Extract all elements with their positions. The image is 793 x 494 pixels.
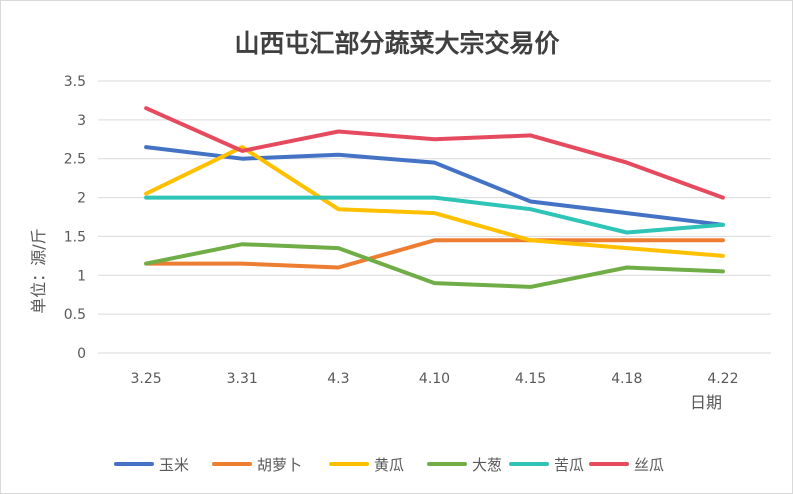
y-tick-label: 3 xyxy=(77,113,86,129)
legend-label: 苦瓜 xyxy=(554,456,584,474)
x-tick-label: 4.22 xyxy=(707,371,738,387)
series-line-胡萝卜 xyxy=(144,238,725,270)
legend-label: 胡萝卜 xyxy=(257,456,302,474)
y-tick-label: 0 xyxy=(77,346,86,362)
x-tick-label: 4.15 xyxy=(515,371,546,387)
x-axis-ticks: 3.25 3.31 4.3 4.10 4.15 4.18 4.22 xyxy=(130,371,738,387)
x-axis-title: 日期 xyxy=(690,393,722,412)
legend-label: 丝瓜 xyxy=(634,456,664,474)
series-line-苦瓜 xyxy=(144,195,725,235)
y-tick-label: 3.5 xyxy=(64,74,86,90)
legend: 玉米 胡萝卜 黄瓜 大葱 苦瓜 丝瓜 xyxy=(114,456,664,474)
y-tick-label: 2.5 xyxy=(64,152,86,168)
legend-label: 大葱 xyxy=(472,456,502,474)
series-line-玉米 xyxy=(144,145,725,227)
series-lines xyxy=(144,106,725,289)
y-axis-title: 单位：源/斤 xyxy=(29,228,48,313)
y-tick-label: 0.5 xyxy=(64,307,86,323)
x-tick-label: 4.18 xyxy=(611,371,642,387)
y-tick-label: 1.5 xyxy=(64,229,86,245)
y-tick-label: 1 xyxy=(77,268,86,284)
legend-label: 黄瓜 xyxy=(374,456,404,474)
x-tick-label: 4.3 xyxy=(327,371,349,387)
series-line-丝瓜 xyxy=(144,106,725,200)
y-axis-ticks: 0 0.5 1 1.5 2 2.5 3 3.5 xyxy=(64,74,86,362)
series-line-大葱 xyxy=(144,242,725,289)
y-tick-label: 2 xyxy=(77,191,86,207)
x-tick-label: 3.25 xyxy=(130,371,161,387)
x-tick-label: 3.31 xyxy=(227,371,258,387)
chart-title: 山西屯汇部分蔬菜大宗交易价 xyxy=(234,29,560,58)
series-line-黄瓜 xyxy=(144,145,725,258)
x-tick-label: 4.10 xyxy=(419,371,450,387)
legend-label: 玉米 xyxy=(159,456,189,474)
